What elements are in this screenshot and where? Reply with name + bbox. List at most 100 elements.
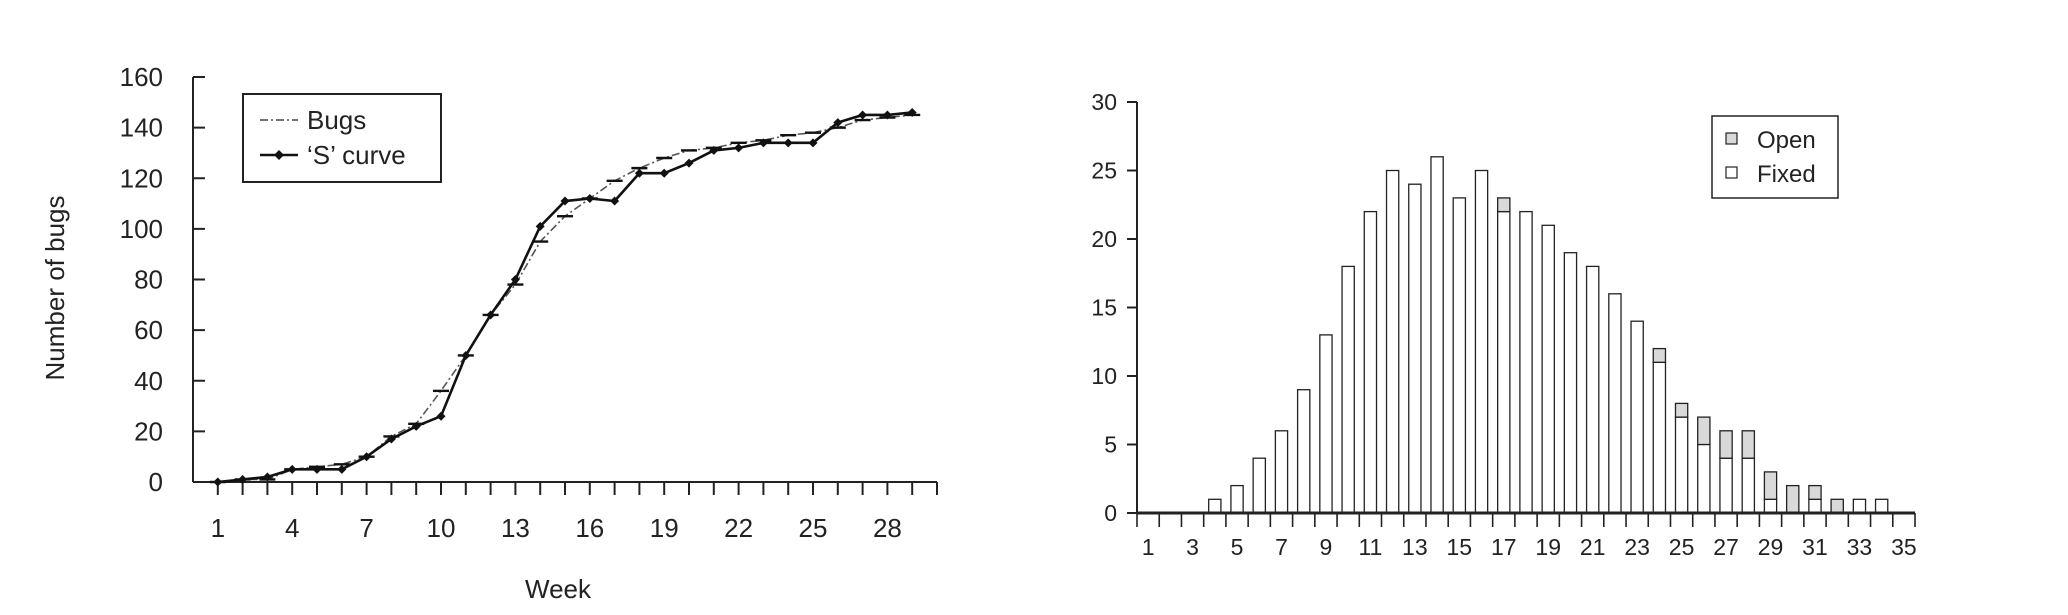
y-tick-label: 80 (134, 265, 163, 295)
bar-fixed (1230, 484, 1244, 514)
x-tick-label: 28 (873, 513, 902, 543)
bar-fixed (1563, 252, 1578, 514)
bar-fixed (1852, 498, 1867, 514)
bar-fixed (1341, 265, 1355, 514)
line-chart-y-axis-label: Number of bugs (40, 196, 70, 381)
bar-fixed (1630, 320, 1644, 514)
bar-chart-axes (1127, 101, 1916, 527)
bar-chart-bars (1208, 156, 1889, 514)
x-tick-label: 1 (1142, 534, 1155, 560)
series-s-curve-point (238, 474, 248, 484)
bar-fixed (1296, 389, 1311, 514)
series-s-curve-point (659, 168, 669, 178)
x-tick-label: 25 (1669, 534, 1695, 560)
bar-open (1808, 484, 1822, 500)
line-chart-series (209, 107, 921, 487)
bar-fixed (1608, 293, 1622, 514)
y-tick-label: 5 (1104, 432, 1117, 458)
x-tick-label: 25 (799, 513, 828, 543)
line-chart-legend-box (242, 93, 442, 183)
x-tick-label: 13 (1402, 534, 1428, 560)
line-chart-x-axis-label: Week (525, 574, 592, 604)
bar-fixed (1408, 183, 1422, 514)
bar-open (1674, 402, 1689, 418)
series-s-curve-point (833, 118, 843, 128)
bar-open (1719, 430, 1733, 459)
bar-fixed (1474, 169, 1489, 514)
bar-open (1497, 197, 1511, 213)
bar-fixed (1674, 416, 1689, 514)
series-s-curve-point (709, 145, 719, 155)
y-tick-label: 160 (120, 62, 163, 92)
x-tick-label: 19 (650, 513, 679, 543)
bar-fixed (1363, 210, 1378, 514)
bar-fixed (1430, 156, 1444, 514)
bar-fixed (1585, 265, 1600, 514)
x-tick-label: 35 (1891, 534, 1917, 560)
legend-open-swatch (1725, 132, 1738, 145)
bar-fixed (1652, 361, 1667, 514)
x-tick-label: 21 (1580, 534, 1606, 560)
x-tick-label: 23 (1624, 534, 1650, 560)
bar-chart-legend-box (1711, 115, 1839, 199)
bar-chart-y-tick-labels: 0 5 10 15 20 25 30 (1091, 89, 1117, 526)
x-tick-label: 17 (1491, 534, 1517, 560)
x-tick-label: 22 (724, 513, 753, 543)
x-tick-label: 1 (211, 513, 225, 543)
x-tick-label: 7 (359, 513, 373, 543)
series-s-curve-point (907, 107, 917, 117)
line-chart-y-tick-labels: 0 20 40 60 80 100 120 140 160 (120, 62, 163, 497)
series-s-curve-point (386, 434, 396, 444)
series-s-curve-point (411, 421, 421, 431)
bar-fixed (1519, 210, 1533, 514)
bar-fixed (1385, 169, 1400, 514)
y-tick-label: 100 (120, 214, 163, 244)
series-s-curve-point (461, 350, 471, 360)
y-tick-label: 30 (1091, 89, 1117, 115)
bar-chart-x-tick-labels: 1 3 5 7 9 11 13 15 17 19 21 23 25 27 29 31 33 35 (1142, 534, 1917, 560)
series-s-curve-point (858, 110, 868, 120)
line-chart-legend: Bugs ‘S’ curve (242, 93, 442, 183)
x-tick-label: 7 (1275, 534, 1288, 560)
bar-open (1652, 347, 1667, 363)
bar-chart-legend: Open Fixed (1711, 115, 1839, 199)
bar-fixed (1274, 430, 1289, 514)
bar-fixed (1763, 498, 1778, 514)
series-s-curve-point (287, 464, 297, 474)
x-tick-label: 15 (1447, 534, 1473, 560)
series-s-curve-point (362, 452, 372, 462)
series-s-curve-point (510, 275, 520, 284)
x-tick-label: 29 (1758, 534, 1784, 560)
legend-bugs-label: Bugs (307, 105, 366, 135)
y-tick-label: 60 (134, 315, 163, 345)
x-tick-label: 31 (1802, 534, 1828, 560)
bar-open (1830, 498, 1844, 514)
x-tick-label: 16 (575, 513, 604, 543)
series-s-curve-point (337, 464, 347, 474)
x-tick-label: 3 (1186, 534, 1199, 560)
bar-fixed (1874, 498, 1889, 514)
bar-fixed (1452, 197, 1467, 514)
bar-open (1785, 484, 1800, 514)
x-tick-label: 10 (427, 513, 456, 543)
y-tick-label: 0 (149, 467, 163, 497)
y-tick-label: 20 (1091, 226, 1117, 252)
bar-fixed (1208, 498, 1222, 514)
series-s-curve-point (783, 138, 793, 148)
bar-fixed (1719, 457, 1733, 514)
y-tick-label: 15 (1091, 295, 1117, 321)
bar-fixed (1497, 210, 1511, 514)
x-tick-label: 27 (1713, 534, 1739, 560)
bar-fixed (1697, 443, 1711, 514)
bar-fixed (1808, 498, 1822, 514)
series-s-curve-point (610, 196, 620, 206)
series-s-curve-point (486, 310, 496, 320)
bar-fixed (1741, 457, 1756, 514)
legend-open-label: Open (1757, 127, 1816, 154)
legend-fixed-label: Fixed (1757, 161, 1816, 188)
series-s-curve-point (560, 196, 570, 206)
series-s-curve-point (436, 411, 446, 421)
y-tick-label: 120 (120, 163, 163, 193)
